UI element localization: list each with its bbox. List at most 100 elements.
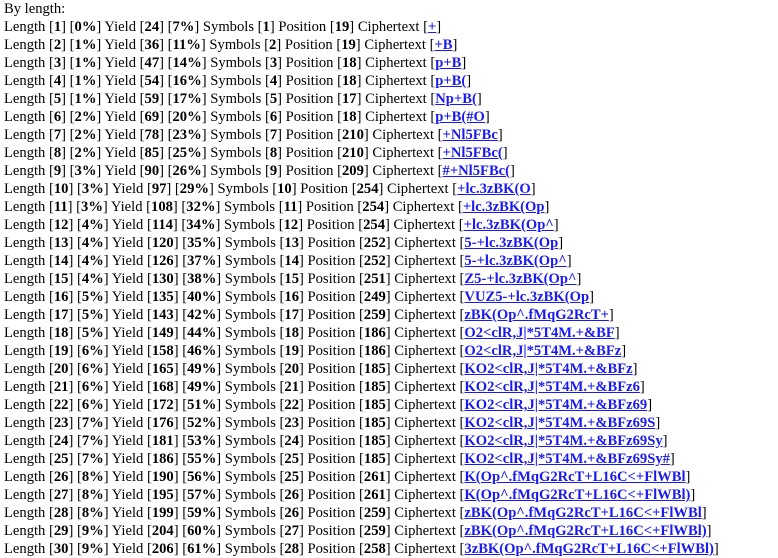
position-value: 252 [363,235,386,251]
ciphertext-label: Ciphertext [394,433,456,449]
length-value: 2 [53,37,62,53]
yield-label: Yield [111,181,144,197]
position-value: 186 [363,325,386,341]
length-row: Length [25] [7%] Yield [186] [55%] Symbo… [4,451,675,467]
length-row: Length [2] [1%] Yield [36] [11%] Symbols… [4,37,458,53]
yield-value: 190 [151,469,174,485]
length-label: Length [4,73,46,89]
ciphertext-link[interactable]: +lc.3zBK(Op^ [463,217,554,233]
position-label: Position [307,271,356,287]
length-row: Length [27] [8%] Yield [195] [57%] Symbo… [4,487,696,503]
position-label: Position [285,127,334,143]
ciphertext-link[interactable]: +lc.3zBK(Op [462,199,545,215]
position-label: Position [307,343,356,359]
ciphertext-label: Ciphertext [365,55,427,71]
ciphertext-link[interactable]: K(Op^.fMqG2RcT+L16C<+FlWBl) [464,487,691,503]
ciphertext-label: Ciphertext [394,379,456,395]
position-value: 261 [363,469,386,485]
ciphertext-link[interactable]: KO2<clR,J|*5T4M.+&BFz [464,361,633,377]
symbols-label: Symbols [210,163,262,179]
ciphertext-link[interactable]: + [427,19,437,35]
length-percent: 2% [74,145,97,161]
symbols-label: Symbols [217,181,269,197]
length-value: 4 [53,73,62,89]
length-row: Length [21] [6%] Yield [168] [49%] Symbo… [4,379,645,395]
ciphertext-link[interactable]: +B [434,37,453,53]
ciphertext-link[interactable]: zBK(Op^.fMqG2RcT+L16C<+FlWBl [464,505,702,521]
length-value: 16 [53,289,69,305]
yield-percent: 61% [187,541,217,557]
position-label: Position [285,109,334,125]
position-value: 261 [363,487,386,503]
symbols-label: Symbols [224,433,276,449]
position-value: 18 [342,109,357,125]
length-value: 6 [53,109,62,125]
length-row: Length [6] [2%] Yield [69] [20%] Symbols… [4,109,490,125]
yield-percent: 26% [172,163,202,179]
position-value: 19 [334,19,350,35]
symbols-label: Symbols [224,469,276,485]
position-value: 185 [363,433,386,449]
ciphertext-label: Ciphertext [387,181,449,197]
length-row: Length [11] [3%] Yield [108] [32%] Symbo… [4,199,550,215]
ciphertext-link[interactable]: K(Op^.fMqG2RcT+L16C<+FlWBl [464,469,686,485]
yield-percent: 20% [172,109,202,125]
position-label: Position [307,379,356,395]
ciphertext-link[interactable]: VUZ5-+lc.3zBK(Op [464,289,590,305]
length-label: Length [4,217,46,233]
length-percent: 3% [81,181,104,197]
ciphertext-link[interactable]: 5-+lc.3zBK(Op [464,235,559,251]
ciphertext-link[interactable]: KO2<clR,J|*5T4M.+&BFz69S [464,415,656,431]
length-row: Length [13] [4%] Yield [120] [35%] Symbo… [4,235,564,251]
symbols-label: Symbols [224,361,276,377]
yield-value: 181 [151,433,174,449]
ciphertext-link[interactable]: KO2<clR,J|*5T4M.+&BFz69 [464,397,648,413]
position-value: 259 [363,505,386,521]
length-value: 27 [53,487,69,503]
ciphertext-link[interactable]: +Nl5FBc [442,127,498,143]
yield-percent: 23% [172,127,202,143]
symbols-label: Symbols [224,541,276,557]
position-value: 210 [342,145,364,161]
length-value: 22 [53,397,69,413]
length-percent: 8% [81,487,104,503]
ciphertext-link[interactable]: 5-+lc.3zBK(Op^ [464,253,567,269]
ciphertext-link[interactable]: 3zBK(Op^.fMqG2RcT+L16C<+FlWBl) [464,541,714,557]
ciphertext-link[interactable]: p+B( [435,73,467,89]
length-value: 8 [53,145,62,161]
ciphertext-link[interactable]: O2<clR,J|*5T4M.+&BFz [464,343,622,359]
length-value: 1 [53,19,62,35]
length-value: 7 [53,127,62,143]
ciphertext-label: Ciphertext [365,109,427,125]
ciphertext-link[interactable]: p+B(#O [435,109,485,125]
length-value: 10 [53,181,69,197]
ciphertext-link[interactable]: +lc.3zBK(O [457,181,531,197]
yield-label: Yield [111,343,144,359]
length-value: 20 [53,361,69,377]
yield-label: Yield [111,451,144,467]
ciphertext-link[interactable]: KO2<clR,J|*5T4M.+&BFz69Sy [464,433,663,449]
ciphertext-link[interactable]: zBK(Op^.fMqG2RcT+L16C<+FlWBl) [464,523,707,539]
ciphertext-link[interactable]: p+B [435,55,462,71]
ciphertext-link[interactable]: zBK(Op^.fMqG2RcT+ [464,307,609,323]
position-label: Position [307,397,356,413]
yield-value: 54 [144,73,160,89]
symbols-label: Symbols [210,145,262,161]
symbols-label: Symbols [202,19,254,35]
symbols-label: Symbols [224,271,276,287]
yield-value: 195 [151,487,174,503]
ciphertext-link[interactable]: +Nl5FBc( [442,145,503,161]
position-label: Position [307,541,356,557]
position-label: Position [285,73,334,89]
symbols-label: Symbols [224,505,276,521]
position-label: Position [285,145,334,161]
ciphertext-link[interactable]: KO2<clR,J|*5T4M.+&BFz69Sy# [464,451,670,467]
ciphertext-link[interactable]: Z5-+lc.3zBK(Op^ [464,271,577,287]
yield-label: Yield [111,271,144,287]
ciphertext-link[interactable]: #+Nl5FBc( [442,163,511,179]
yield-percent: 17% [172,91,202,107]
ciphertext-link[interactable]: O2<clR,J|*5T4M.+&BF [464,325,615,341]
ciphertext-link[interactable]: KO2<clR,J|*5T4M.+&BFz6 [464,379,640,395]
ciphertext-link[interactable]: Np+B( [435,91,477,107]
length-row: Length [28] [8%] Yield [199] [59%] Symbo… [4,505,707,521]
